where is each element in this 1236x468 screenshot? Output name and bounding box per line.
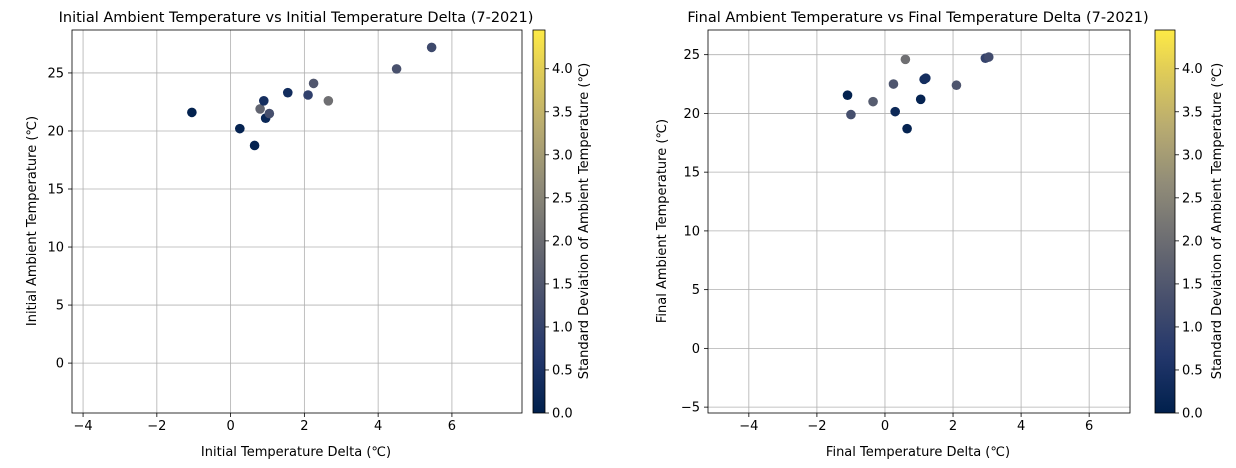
colorbar-tick-label: 4.0: [552, 62, 573, 77]
colorbar-tick-label: 2.0: [552, 234, 573, 249]
colorbar: [1154, 29, 1176, 414]
colorbar-tick-label: 1.5: [1182, 277, 1203, 292]
y-tick-label: 0: [692, 342, 700, 357]
colorbar-tick-label: 3.5: [1182, 105, 1203, 120]
chart-title: Final Ambient Temperature vs Final Tempe…: [687, 10, 1148, 26]
data-point: [951, 80, 962, 91]
y-tick-label: 5: [56, 299, 64, 314]
x-tick-label: 4: [374, 419, 382, 434]
colorbar-tick-label: 1.0: [552, 320, 573, 335]
x-tick-label: 6: [1085, 419, 1093, 434]
x-axis-label: Final Temperature Delta (℃): [826, 445, 1010, 460]
x-tick-label: 2: [300, 419, 308, 434]
data-point: [249, 140, 260, 151]
data-point: [323, 95, 334, 106]
data-point: [391, 64, 402, 74]
x-tick-label: 4: [1017, 419, 1025, 434]
colorbar-tick-label: 2.0: [1182, 234, 1203, 249]
y-tick-label: 5: [692, 283, 700, 298]
y-axis-label: Initial Ambient Temperature (℃): [25, 116, 40, 326]
y-tick-label: 20: [683, 107, 700, 122]
y-tick-label: 15: [47, 183, 64, 198]
x-tick-label: −4: [73, 419, 92, 434]
x-tick-label: 2: [949, 419, 957, 434]
colorbar-tick-label: 3.0: [552, 148, 573, 163]
colorbar-tick-label: 2.5: [1182, 191, 1203, 206]
x-tick-label: −2: [807, 419, 826, 434]
y-tick-label: −5: [681, 401, 700, 416]
data-point: [902, 123, 912, 134]
data-point: [235, 123, 245, 134]
data-point: [900, 54, 911, 65]
chart-1: −4 −2 0 2 4 6 0 5 10 15 20 25 Initial Ambient Temper…: [25, 10, 592, 460]
data-point: [264, 108, 275, 119]
y-tick-label: 0: [56, 357, 64, 372]
data-point: [983, 52, 994, 62]
data-point: [282, 87, 293, 98]
data-point: [187, 107, 197, 118]
colorbar-tick-label: 3.5: [552, 105, 573, 120]
data-point: [888, 79, 899, 89]
colorbar-tick-label: 2.5: [552, 191, 573, 206]
colorbar-label: Standard Deviation of Ambient Temperatur…: [577, 63, 592, 379]
colorbar-tick-label: 1.0: [1182, 320, 1203, 335]
chart-2: −4 −2 0 2 4 6 −5 0 5 10 15 20 25 Final Ambient Temper…: [655, 10, 1225, 460]
data-point: [842, 90, 853, 101]
colorbar-tick-label: 4.0: [1182, 62, 1203, 77]
y-tick-label: 10: [47, 241, 64, 256]
x-tick-label: 6: [448, 419, 456, 434]
data-point: [868, 96, 878, 107]
data-point: [890, 106, 900, 117]
data-point: [426, 42, 437, 53]
y-tick-label: 25: [683, 48, 700, 63]
x-tick-label: −4: [739, 419, 758, 434]
data-point: [303, 90, 313, 100]
data-point: [915, 94, 926, 105]
colorbar-tick-label: 0.5: [1182, 363, 1203, 378]
y-tick-label: 20: [47, 124, 64, 139]
x-axis-label: Initial Temperature Delta (℃): [201, 445, 391, 460]
y-tick-label: 25: [47, 66, 64, 81]
chart-title: Initial Ambient Temperature vs Initial T…: [59, 10, 534, 26]
colorbar-tick-label: 3.0: [1182, 148, 1203, 163]
data-point: [308, 78, 319, 89]
colorbar-tick-label: 0.0: [1182, 407, 1203, 422]
data-point: [921, 73, 931, 83]
colorbar-tick-label: 0.0: [552, 407, 573, 422]
axes-frame: [71, 29, 523, 414]
colorbar-label: Standard Deviation of Ambient Temperatur…: [1210, 63, 1225, 379]
colorbar-tick-label: 1.5: [552, 277, 573, 292]
colorbar: [532, 29, 546, 414]
y-axis-label: Final Ambient Temperature (℃): [655, 119, 670, 323]
data-point: [846, 109, 856, 120]
data-point: [259, 95, 269, 106]
y-tick-label: 10: [683, 224, 700, 239]
data-point: [255, 104, 265, 114]
x-tick-label: 0: [881, 419, 889, 434]
y-tick-label: 15: [683, 166, 700, 181]
x-tick-label: −2: [147, 419, 166, 434]
axes-frame: [707, 29, 1131, 414]
x-tick-label: 0: [226, 419, 234, 434]
colorbar-tick-label: 0.5: [552, 363, 573, 378]
